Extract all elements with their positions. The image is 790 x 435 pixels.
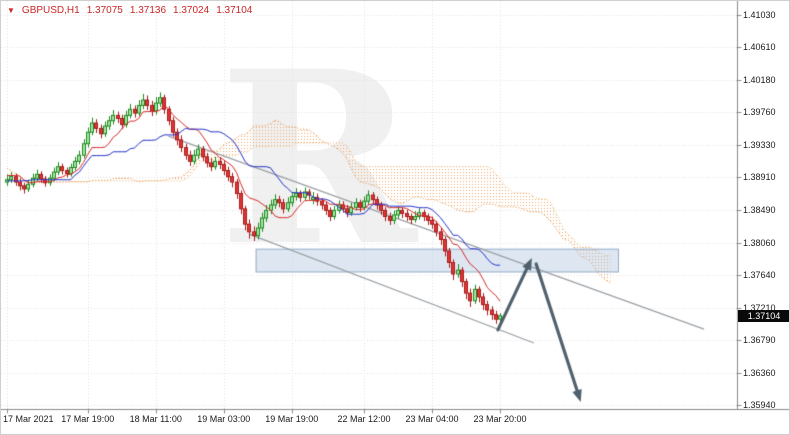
quote-low: 1.37024 — [173, 5, 210, 16]
quote-bar: ▼ GBPUSD,H1 1.37075 1.37136 1.37024 1.37… — [7, 5, 252, 16]
current-price-tag: 1.37104 — [738, 309, 789, 322]
quote-close: 1.37104 — [216, 5, 253, 16]
quote-open: 1.37075 — [86, 5, 123, 16]
symbol-period-label: GBPUSD,H1 — [21, 5, 80, 16]
quote-high: 1.37136 — [129, 5, 167, 16]
price-direction-down-icon: ▼ — [7, 5, 15, 15]
